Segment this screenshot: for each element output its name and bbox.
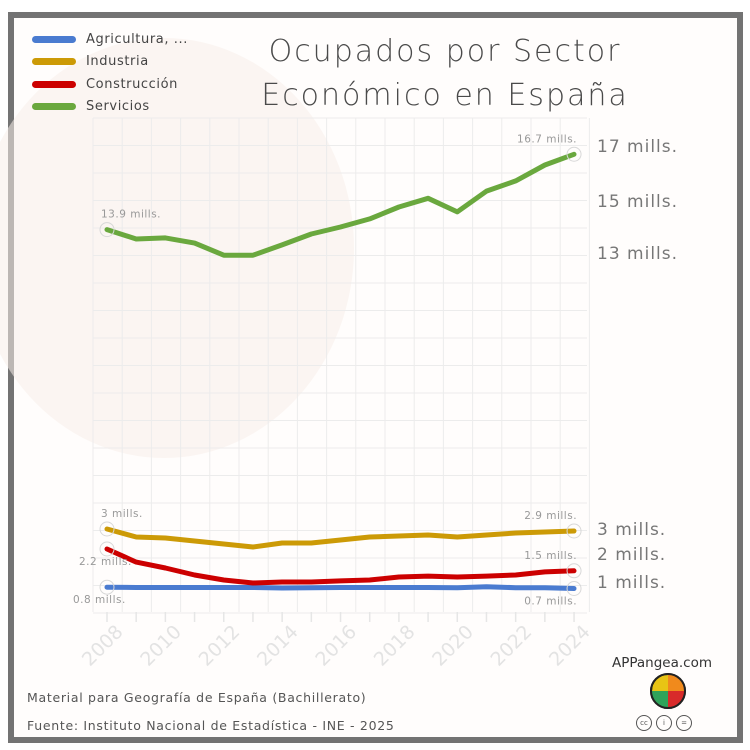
x-tick-label: 2012 (195, 621, 245, 671)
series-line-3 (104, 151, 577, 258)
legend-swatch (32, 35, 76, 43)
y-tick-label: 17 mills. (597, 137, 678, 157)
data-label-end: 1.5 mills. (524, 550, 577, 562)
series-line-2 (104, 546, 577, 586)
chart-title: Ocupados por Sector Económico en España (261, 34, 629, 113)
y-tick-label: 15 mills. (597, 192, 678, 212)
legend-label: Construcción (86, 76, 179, 92)
data-label-end: 16.7 mills. (517, 133, 577, 145)
data-label-start: 2.2 mills. (79, 556, 132, 568)
data-label-end: 2.9 mills. (524, 510, 577, 522)
legend-item-servicios[interactable]: Servicios (32, 96, 188, 119)
footer-source: Fuente: Instituto Nacional de Estadístic… (27, 718, 395, 733)
x-tick-label: 2018 (370, 621, 420, 671)
x-tick-label: 2008 (78, 621, 128, 671)
data-label-start: 13.9 mills. (101, 209, 161, 221)
data-point-start (99, 579, 115, 595)
data-point-start (99, 222, 115, 238)
legend-label: Industria (86, 54, 149, 70)
legend-item-agricultura[interactable]: Agricultura, ... (32, 28, 188, 51)
legend-swatch (32, 80, 76, 88)
legend-swatch (32, 58, 76, 66)
data-label-start: 0.8 mills. (73, 594, 126, 606)
x-tick-label: 2016 (311, 621, 361, 671)
legend-item-industria[interactable]: Industria (32, 51, 188, 74)
x-tick-label: 2010 (136, 621, 186, 671)
data-point-end (566, 146, 582, 162)
x-tick-label: 2014 (253, 621, 303, 671)
y-tick-label: 2 mills. (597, 545, 666, 565)
legend-label: Servicios (86, 99, 150, 115)
legend: Agricultura, ... Industria Construcción … (32, 28, 188, 118)
data-point-end (566, 581, 582, 596)
data-label-end: 0.7 mills. (524, 596, 577, 608)
y-tick-label: 1 mills. (597, 573, 666, 593)
nd-icon: = (676, 715, 692, 731)
license-icons: cc i = (636, 715, 692, 731)
data-point-start (99, 521, 115, 537)
by-icon: i (656, 715, 672, 731)
y-tick-label: 3 mills. (597, 520, 666, 540)
series-line-1 (104, 526, 577, 550)
x-tick-label: 2022 (487, 621, 537, 671)
y-tick-label: 13 mills. (597, 244, 678, 264)
data-point-end (566, 523, 582, 539)
site-link[interactable]: APPangea.com (612, 655, 713, 671)
data-label-start: 3 mills. (101, 508, 143, 520)
legend-label: Agricultura, ... (86, 31, 189, 47)
data-point-start (99, 541, 115, 557)
legend-item-construccion[interactable]: Construcción (32, 73, 188, 96)
x-tick-label: 2024 (545, 621, 595, 671)
cc-icon: cc (636, 715, 652, 731)
legend-swatch (32, 103, 76, 111)
footer-material: Material para Geografía de España (Bachi… (27, 690, 367, 705)
data-point-end (566, 563, 582, 579)
series-line-0 (104, 584, 577, 591)
x-tick-label: 2020 (428, 621, 478, 671)
